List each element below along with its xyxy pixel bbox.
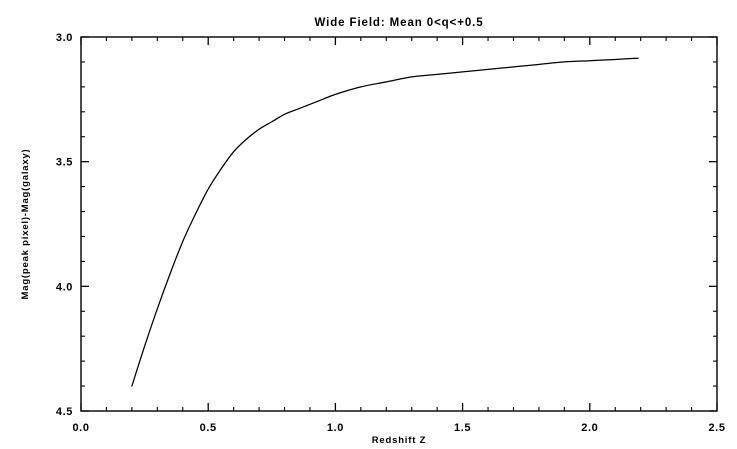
x-tick-label: 2.0 [581, 422, 598, 434]
x-tick-label: 2.5 [708, 422, 725, 434]
x-tick-label: 0.5 [200, 422, 217, 434]
y-tick-label: 3.0 [56, 32, 73, 44]
data-curve-mean-q [131, 57, 639, 387]
x-tick-label: 0.0 [72, 422, 89, 434]
y-axis-label: Mag(peak pixel)-Mag(galaxy) [20, 149, 31, 300]
x-axis-tick-labels: 0.0 0.5 1.0 1.5 2.0 2.5 [72, 422, 725, 434]
x-axis-label: Redshift Z [372, 435, 426, 446]
x-tick-label: 1.5 [454, 422, 471, 434]
y-axis-tick-labels: 3.0 3.5 4.0 4.5 [56, 32, 73, 418]
chart-title: Wide Field: Mean 0<q<+0.5 [314, 17, 483, 29]
y-tick-label: 4.5 [56, 406, 73, 418]
axis-ticks [80, 36, 718, 412]
plot-frame-box [80, 36, 718, 412]
plot-frame [80, 36, 718, 412]
y-tick-label: 3.5 [56, 157, 73, 169]
y-tick-label: 4.0 [56, 281, 73, 293]
x-tick-label: 1.0 [327, 422, 344, 434]
